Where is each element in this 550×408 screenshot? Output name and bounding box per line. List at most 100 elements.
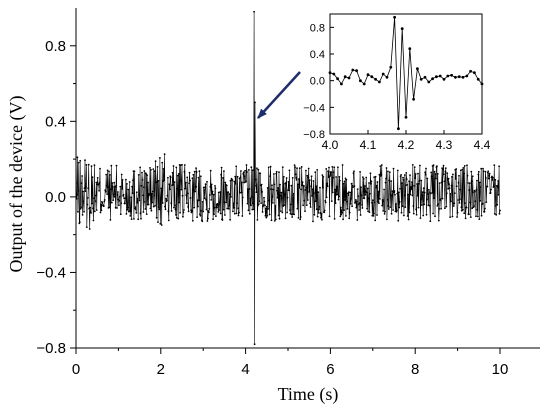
main-data-point bbox=[100, 203, 102, 206]
main-data-point bbox=[243, 175, 246, 178]
main-data-point bbox=[164, 208, 167, 211]
main-data-point bbox=[412, 205, 415, 207]
inset-data-point bbox=[351, 68, 355, 72]
main-data-point bbox=[206, 180, 208, 183]
main-data-point bbox=[316, 215, 319, 218]
main-data-point bbox=[384, 210, 386, 213]
main-data-point bbox=[473, 205, 475, 207]
main-data-point bbox=[157, 221, 159, 224]
main-data-point bbox=[236, 202, 239, 205]
main-x-tick-label: 0 bbox=[72, 361, 80, 378]
main-data-point bbox=[457, 199, 459, 201]
main-data-point bbox=[280, 210, 282, 213]
main-data-point bbox=[120, 202, 123, 205]
main-data-point bbox=[95, 209, 98, 211]
main-data-point bbox=[212, 218, 215, 221]
main-data-point bbox=[166, 194, 169, 197]
main-data-point bbox=[436, 173, 439, 175]
main-data-point bbox=[222, 208, 225, 211]
inset-data-point bbox=[457, 75, 461, 79]
main-data-point bbox=[452, 205, 455, 207]
main-data-point bbox=[328, 215, 331, 218]
main-data-point bbox=[153, 194, 156, 197]
main-data-point bbox=[212, 193, 215, 196]
inset-data-point bbox=[419, 77, 423, 81]
main-data-point bbox=[242, 173, 245, 175]
main-data-point bbox=[113, 195, 116, 198]
main-data-point bbox=[415, 208, 417, 211]
main-data-point bbox=[420, 204, 423, 206]
main-data-point bbox=[375, 184, 378, 187]
inset-data-point bbox=[416, 67, 419, 71]
main-data-point bbox=[418, 180, 421, 182]
main-data-point bbox=[229, 218, 232, 221]
main-data-point bbox=[309, 206, 312, 208]
main-data-point bbox=[105, 184, 108, 187]
main-data-point bbox=[470, 180, 473, 183]
main-data-point bbox=[141, 179, 144, 181]
main-data-point bbox=[317, 212, 320, 214]
main-data-point bbox=[412, 212, 415, 215]
main-data-point bbox=[355, 200, 358, 203]
main-data-point bbox=[115, 185, 117, 187]
main-data-point bbox=[154, 204, 157, 207]
main-data-point bbox=[135, 212, 138, 214]
inset-y-tick-label: 0.4 bbox=[310, 49, 325, 61]
main-data-point bbox=[169, 176, 172, 179]
main-data-point bbox=[396, 192, 399, 195]
main-data-point bbox=[475, 215, 477, 218]
main-data-point bbox=[130, 218, 133, 221]
main-data-point bbox=[264, 214, 267, 217]
main-data-point bbox=[296, 207, 299, 210]
main-data-point bbox=[407, 193, 409, 196]
main-data-point bbox=[182, 211, 185, 214]
main-data-point bbox=[297, 183, 299, 186]
main-data-point bbox=[416, 183, 418, 185]
main-data-point bbox=[203, 197, 206, 200]
main-data-point bbox=[377, 190, 380, 193]
main-data-point bbox=[496, 186, 499, 189]
main-data-point bbox=[350, 197, 352, 200]
main-data-point bbox=[445, 205, 448, 208]
main-data-point bbox=[485, 201, 488, 204]
main-data-point bbox=[333, 218, 336, 220]
main-data-point bbox=[126, 183, 128, 185]
main-data-point bbox=[120, 173, 123, 176]
main-data-point bbox=[133, 218, 135, 220]
main-data-point bbox=[383, 188, 385, 191]
main-data-point bbox=[367, 210, 369, 213]
main-data-point bbox=[245, 180, 248, 183]
main-data-point bbox=[446, 172, 449, 175]
main-data-point bbox=[176, 174, 179, 177]
main-data-point bbox=[234, 175, 237, 178]
main-data-point bbox=[437, 203, 440, 206]
main-data-point bbox=[422, 214, 425, 217]
main-data-point bbox=[251, 208, 254, 211]
inset-x-tick-label: 4.3 bbox=[436, 138, 453, 152]
main-data-point bbox=[172, 184, 174, 186]
main-data-point bbox=[337, 166, 339, 169]
main-data-point bbox=[156, 166, 159, 168]
main-data-point bbox=[311, 195, 313, 197]
main-data-point bbox=[152, 168, 155, 171]
main-data-point bbox=[347, 194, 350, 197]
main-data-point bbox=[340, 209, 343, 212]
main-data-point bbox=[94, 194, 97, 197]
main-data-point bbox=[110, 201, 113, 204]
main-data-point bbox=[367, 197, 370, 200]
main-data-point bbox=[192, 189, 195, 192]
main-data-point bbox=[250, 166, 253, 169]
main-data-point bbox=[93, 164, 96, 167]
main-data-point bbox=[330, 171, 333, 174]
main-data-point bbox=[334, 188, 336, 191]
main-data-point bbox=[405, 172, 408, 174]
main-data-point bbox=[139, 166, 142, 169]
main-data-point bbox=[113, 181, 116, 184]
main-data-point bbox=[129, 210, 132, 213]
main-data-point bbox=[343, 209, 345, 212]
inset-data-point bbox=[343, 75, 347, 79]
main-data-point bbox=[363, 197, 366, 200]
main-data-point bbox=[86, 203, 89, 206]
main-data-point bbox=[322, 176, 325, 178]
main-data-point bbox=[317, 191, 320, 194]
